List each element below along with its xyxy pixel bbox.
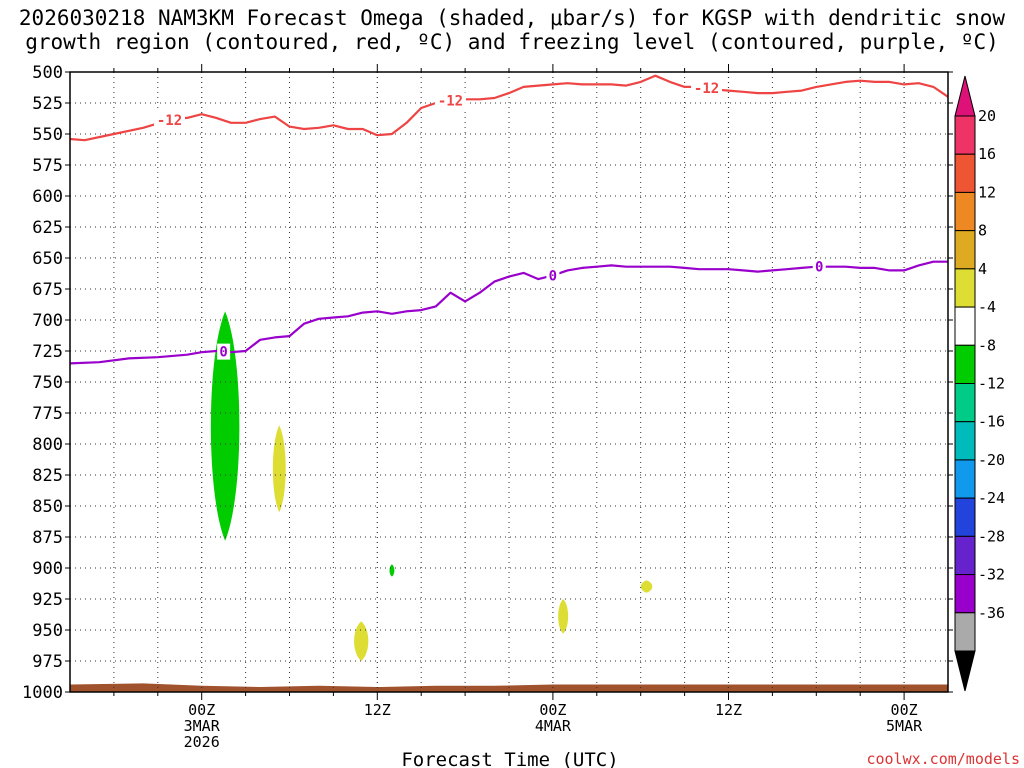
colorbar-label-13: -32 (978, 566, 1005, 584)
x-tick-label-0-2: 2026 (184, 733, 220, 751)
colorbar-label-12: -28 (978, 527, 1005, 545)
grid-layer (70, 72, 948, 692)
y-tick-label-625: 625 (32, 218, 63, 238)
y-tick-label-825: 825 (32, 466, 63, 486)
colorbar-swatch-2 (954, 153, 976, 193)
freezing-label-bg-2 (546, 267, 560, 284)
omega-region-2 (272, 425, 286, 513)
colorbar-top-arrow (954, 75, 976, 117)
colorbar-swatch-14 (954, 612, 976, 652)
colorbar-swatch-4 (954, 230, 976, 270)
y-tick-label-1000: 1000 (22, 683, 63, 703)
x-axis-label: Forecast Time (UTC) (401, 749, 618, 768)
colorbar-label-8: -12 (978, 375, 1005, 393)
freezing-label-bg-3 (812, 258, 826, 275)
colorbar-swatch-11 (954, 497, 976, 537)
y-tick-label-850: 850 (32, 497, 63, 517)
y-tick-label-750: 750 (32, 373, 63, 393)
x-tick-label-36-0: 12Z (715, 701, 742, 719)
y-tick-label-550: 550 (32, 125, 63, 145)
y-tick-label-900: 900 (32, 559, 63, 579)
colorbar-label-7: -8 (978, 336, 996, 354)
x-tick-label-0-0: 00Z (188, 701, 215, 719)
y-tick-label-600: 600 (32, 187, 63, 207)
omega-region-1 (210, 311, 240, 541)
omega-region-4 (389, 564, 395, 577)
dendritic-contour-label-1: -12 (157, 113, 182, 129)
freezing-label-bg-1 (217, 343, 231, 360)
dendritic-contour-label-3: -12 (694, 81, 719, 97)
colorbar-label-1: 20 (978, 107, 996, 125)
contour-layer: -12 -12 -12 0 0 0 (69, 74, 949, 365)
omega-region-5 (558, 599, 569, 634)
dendritic-label-bg-3 (691, 80, 723, 97)
colorbar-swatch-10 (954, 459, 976, 499)
y-tick-label-525: 525 (32, 94, 63, 114)
colorbar-swatch-1 (954, 115, 976, 155)
colorbar: 20 16 12 8 4 -4 -8 -12 -16 -20 -24 -28 -32 -36 (954, 75, 1005, 692)
y-tick-label-725: 725 (32, 342, 63, 362)
colorbar-swatch-5 (954, 268, 976, 308)
credit-text: coolwx.com/models (866, 750, 1020, 768)
colorbar-label-2: 16 (978, 145, 996, 163)
x-tick-label-24-0: 00Z (539, 701, 566, 719)
y-tick-label-925: 925 (32, 590, 63, 610)
chart-title-line-2: growth region (contoured, red, ºC) and f… (25, 30, 999, 54)
y-tick-label-775: 775 (32, 404, 63, 424)
freezing-contour-line (69, 260, 948, 365)
chart-title-line-1: 2026030218 NAM3KM Forecast Omega (shaded… (18, 6, 1006, 30)
x-tick-label-24-1: 4MAR (535, 717, 572, 735)
colorbar-swatch-13 (954, 574, 976, 614)
colorbar-label-6: -4 (978, 298, 996, 316)
y-tick-label-650: 650 (32, 249, 63, 269)
colorbar-swatch-3 (954, 191, 976, 232)
y-tick-label-700: 700 (32, 311, 63, 331)
dendritic-contour-label-2: -12 (438, 94, 463, 110)
colorbar-label-10: -20 (978, 451, 1005, 469)
omega-shading-layer (210, 311, 653, 661)
x-tick-label-48-0: 00Z (891, 701, 918, 719)
omega-region-3 (354, 621, 369, 661)
freezing-contour-label-1: 0 (219, 345, 227, 361)
x-tick-label-12-0: 12Z (364, 701, 391, 719)
colorbar-bottom-arrow (954, 650, 976, 692)
colorbar-swatch-7 (954, 344, 976, 384)
omega-region-6 (640, 580, 653, 593)
colorbar-swatch-8 (954, 383, 976, 423)
colorbar-label-4: 8 (978, 222, 987, 240)
axes-layer: 500 525 550 575 600 625 650 675 700 725 750 775 800 8… (22, 63, 953, 751)
colorbar-swatch-12 (954, 535, 976, 576)
y-tick-label-675: 675 (32, 280, 63, 300)
y-tick-label-500: 500 (32, 63, 63, 83)
y-tick-label-800: 800 (32, 435, 63, 455)
colorbar-swatch-6 (954, 306, 976, 346)
freezing-contour-label-2: 0 (549, 268, 557, 284)
dendritic-contour-line (69, 74, 949, 142)
y-tick-label-975: 975 (32, 652, 63, 672)
y-tick-label-950: 950 (32, 621, 63, 641)
x-tick-label-48-1: 5MAR (886, 717, 923, 735)
dendritic-label-bg-1 (154, 111, 186, 128)
x-tick-label-0-1: 3MAR (184, 717, 221, 735)
colorbar-label-9: -16 (978, 413, 1005, 431)
y-tick-label-875: 875 (32, 528, 63, 548)
colorbar-label-11: -24 (978, 489, 1005, 507)
colorbar-label-14: -36 (978, 604, 1005, 622)
y-tick-label-575: 575 (32, 156, 63, 176)
colorbar-swatch-9 (954, 421, 976, 461)
colorbar-label-5: 4 (978, 260, 987, 278)
colorbar-label-3: 12 (978, 183, 996, 201)
freezing-contour-label-3: 0 (815, 260, 823, 276)
dendritic-label-bg-2 (434, 92, 466, 109)
